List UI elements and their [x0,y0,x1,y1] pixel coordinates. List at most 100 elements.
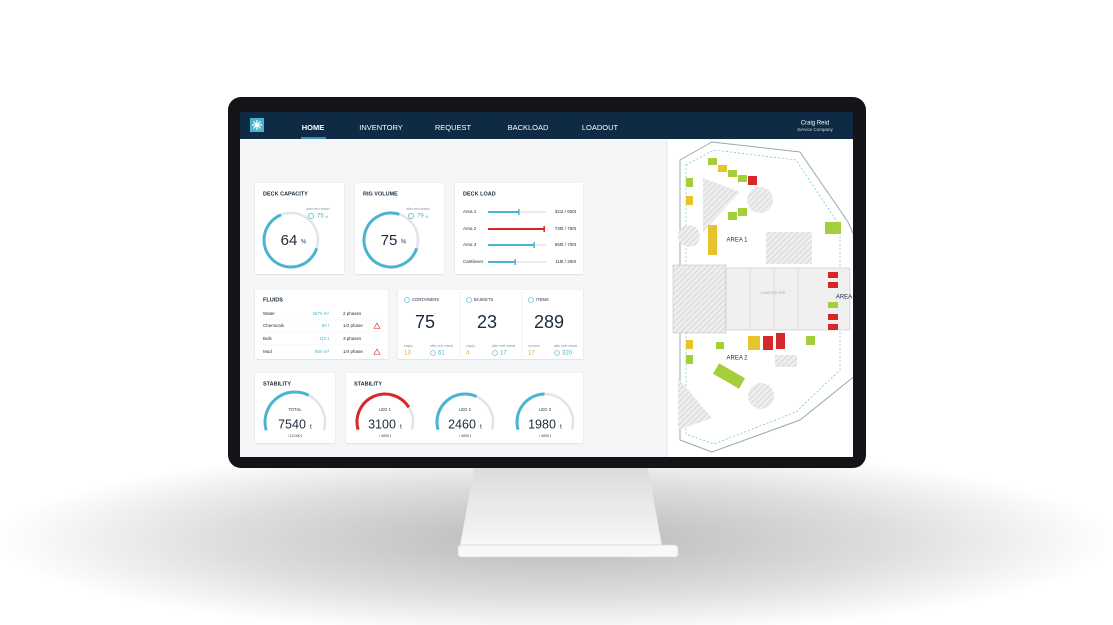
deck-map [672,141,853,453]
count-value: 75 [415,312,435,332]
count-right-value: 320 [562,351,573,357]
warning-icon [373,348,381,355]
gauge-max: / 4000 t [539,434,551,438]
nav-item[interactable]: BACKLOAD [508,123,549,132]
logo-mark [252,120,262,130]
load-text: 321t / 600t [555,209,577,214]
nav-item[interactable]: REQUEST [435,123,472,132]
gauge-unit: t [560,424,562,431]
cargo-items [686,158,841,389]
cargo [825,222,841,234]
hatched-zone [775,355,797,367]
card [255,290,388,359]
count-left-label: no need [528,344,540,348]
area-label: AREA 1 [726,238,748,244]
gauge-value [262,213,319,269]
cargo [763,336,773,350]
gauge-value-text: 75 [381,232,398,249]
nav-item[interactable]: LOADOUT [582,123,619,132]
cantilever-divider [749,268,799,330]
gauge-value [362,211,419,269]
hatched-zone [747,187,773,213]
cargo [713,363,745,389]
user-name[interactable]: Craig Reid [801,121,829,127]
fluid-name: Bulk [263,336,273,341]
cargo [718,165,727,172]
load-text: 730t / 750t [555,226,577,231]
load-text: 560t / 700t [555,242,577,247]
card [398,290,583,359]
gauge-value-text: 64 [281,232,298,249]
count-label: BASKETS [474,297,494,302]
area-label: AREA [836,295,852,301]
count-right-value: 61 [438,351,445,357]
cargo [828,302,838,308]
cargo [708,158,717,165]
load-knob [543,226,545,232]
monitor-base [457,544,679,558]
cargo [748,176,757,185]
gauge-value-text: 1980 [528,417,556,431]
cargo [738,208,747,216]
count-icon [528,297,534,303]
cargo [738,175,747,182]
fluid-name: Mud [263,349,272,354]
card [346,373,583,443]
user-company: Service Company [797,127,833,132]
count-left-value: 17 [528,351,535,357]
count-label: ITEMS [536,297,549,302]
count-value: 289 [534,312,564,332]
card-title: FLUIDS [263,297,283,303]
next-label: after next vessel [406,207,430,211]
count-right-label: after next vessel [430,344,454,348]
next-icon [430,350,436,356]
hatched-zone [672,264,727,334]
count-right-value: 17 [500,351,507,357]
count-icon [404,297,410,303]
count-left-value: 4 [466,351,470,357]
fluid-phases: 1/2 phase [343,323,363,328]
load-knob [514,259,516,265]
cargo [806,336,815,345]
monitor-stand [460,468,662,546]
fluid-amount: 900 m³ [315,349,330,354]
cargo [728,212,737,220]
count-right-label: after next vessel [492,344,516,348]
gauge-max: / 4000 t [459,434,471,438]
next-icon [308,213,314,219]
cargo [728,170,737,177]
row-name: Area 1 [463,209,477,214]
load-knob [518,209,520,215]
cargo [828,324,838,330]
hatched-zone [766,232,812,264]
gauge-value [263,390,310,431]
count-icon [466,297,472,303]
fluid-amount: 50 l [322,323,329,328]
next-icon [492,350,498,356]
cargo [686,340,693,349]
gauge-max: / 12,000 t [288,434,303,438]
card-title: STABILITY [263,381,291,387]
nav-item[interactable]: HOME [302,123,325,132]
next-value: 75 [317,214,324,220]
card-title: RIG VOLUME [363,191,398,197]
cargo [748,336,760,350]
gauge-value-text: 2460 [448,417,476,431]
cargo [686,196,693,205]
area-label: AREA 2 [726,356,748,362]
count-left-value: 13 [404,351,411,357]
gauge-unit: t [310,424,312,431]
load-text: 118t / 250t [555,259,577,264]
cargo [828,282,838,288]
cargo [828,272,838,278]
cargo [708,225,717,255]
cargo [716,342,724,349]
fluid-name: Water [263,311,275,316]
nav-item[interactable]: INVENTORY [359,123,402,132]
fluid-name: Chemicals [263,323,285,328]
next-icon [554,350,560,356]
next-unit: % [425,215,428,219]
deck-inner [685,149,841,445]
gauge-unit: % [401,240,407,246]
